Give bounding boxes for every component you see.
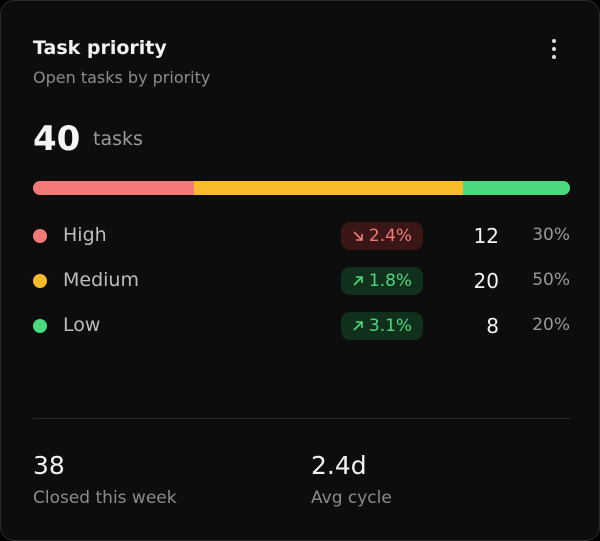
change-badge: 3.1%	[341, 312, 423, 340]
priority-name: High	[63, 224, 107, 246]
change-badge: 2.4%	[341, 222, 423, 250]
total-unit: tasks	[93, 128, 143, 150]
priority-name: Medium	[63, 269, 139, 291]
card-subtitle: Open tasks by priority	[33, 68, 211, 87]
priority-share: 20%	[532, 315, 570, 335]
stat-label: Closed this week	[33, 488, 177, 508]
change-value: 2.4%	[368, 225, 413, 246]
card-title: Task priority	[33, 37, 167, 59]
trend-icon	[353, 276, 363, 286]
menu-button[interactable]	[550, 39, 558, 63]
priority-share: 30%	[532, 225, 570, 245]
stat-label: Avg cycle	[311, 488, 392, 508]
change-badge: 1.8%	[341, 267, 423, 295]
stat-value: 38	[33, 451, 65, 480]
divider	[33, 418, 570, 419]
priority-dot	[33, 274, 47, 288]
priority-dot	[33, 229, 47, 243]
priority-dot	[33, 319, 47, 333]
change-value: 3.1%	[368, 315, 413, 336]
priority-bar	[33, 181, 570, 195]
total-value: 40	[33, 119, 81, 159]
priority-share: 50%	[532, 270, 570, 290]
bar-segment	[33, 181, 195, 195]
trend-icon	[353, 321, 363, 331]
stat-value: 2.4d	[311, 451, 367, 480]
change-value: 1.8%	[368, 270, 413, 291]
bar-segment	[194, 181, 463, 195]
priority-count: 12	[473, 224, 499, 248]
priority-count: 20	[473, 269, 499, 293]
priority-name: Low	[63, 314, 101, 336]
bar-segment	[462, 181, 570, 195]
priority-count: 8	[486, 314, 499, 338]
trend-icon	[353, 231, 363, 241]
